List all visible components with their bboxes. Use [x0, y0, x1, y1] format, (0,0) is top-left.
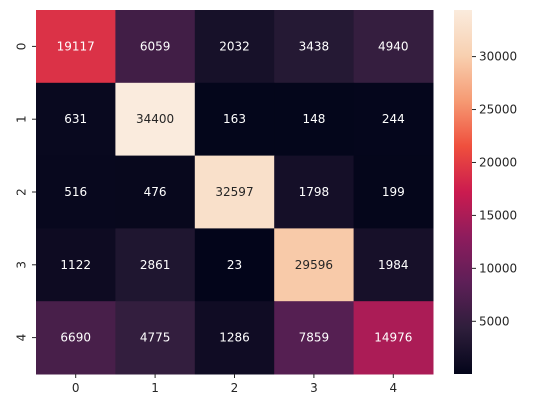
cell-value-label: 6059: [140, 39, 171, 53]
x-tick-label: 3: [310, 381, 318, 395]
cell-value-label: 19117: [57, 39, 95, 53]
x-tick-label: 0: [72, 381, 80, 395]
cell-value-label: 34400: [136, 112, 174, 126]
colorbar-tick-label: 5000: [479, 314, 510, 328]
cell-value-label: 4775: [140, 331, 171, 345]
heatmap-cell: [115, 10, 196, 84]
heatmap-cell: [115, 82, 196, 157]
colorbar-tick-label: 15000: [479, 208, 517, 222]
colorbar-tick-label: 10000: [479, 261, 517, 275]
cell-value-label: 1798: [299, 185, 330, 199]
cell-value-label: 3438: [299, 39, 330, 53]
cell-value-label: 32597: [215, 185, 253, 199]
heatmap-cell: [194, 155, 275, 229]
cell-value-label: 4940: [378, 39, 409, 53]
heatmap-cell: [36, 228, 116, 302]
cell-value-label: 163: [223, 112, 246, 126]
heatmap-cell: [115, 155, 196, 229]
cell-value-label: 1122: [60, 258, 91, 272]
heatmap-cell: [274, 10, 355, 84]
y-tick-label: 4: [15, 334, 29, 342]
cell-value-label: 6690: [60, 331, 91, 345]
cell-value-label: 7859: [299, 331, 330, 345]
x-axis: 0 1 2 3 4: [72, 374, 397, 395]
x-tick-label: 2: [231, 381, 239, 395]
y-tick-label: 0: [15, 43, 29, 51]
cell-value-label: 29596: [295, 258, 333, 272]
cell-value-label: 199: [382, 185, 405, 199]
cell-value-label: 23: [227, 258, 242, 272]
colorbar-axis: 5000 10000 15000 20000 25000 30000: [472, 50, 517, 328]
cell-value-label: 631: [64, 112, 87, 126]
heatmap-cell: [36, 82, 116, 157]
cell-value-label: 148: [302, 112, 325, 126]
colorbar-tick-label: 25000: [479, 103, 517, 117]
heatmap-cell: [353, 301, 434, 375]
colorbar-tick-label: 20000: [479, 155, 517, 169]
cell-value-label: 14976: [374, 331, 412, 345]
y-tick-label: 1: [15, 115, 29, 123]
heatmap-cell: [353, 228, 434, 302]
y-tick-label: 2: [15, 188, 29, 196]
heatmap-cell: [353, 10, 434, 84]
heatmap-cell: [353, 155, 434, 229]
x-tick-label: 1: [151, 381, 159, 395]
y-tick-label: 3: [15, 261, 29, 269]
y-axis: 0 1 2 3 4: [15, 43, 36, 342]
colorbar: [454, 10, 472, 374]
cell-value-label: 476: [144, 185, 167, 199]
heatmap-cells: 19117 6059 2032 3438 4940 631 34400 163 148 244 51…: [36, 10, 434, 375]
heatmap-cell: [115, 228, 196, 302]
colorbar-tick-label: 30000: [479, 50, 517, 64]
heatmap-cell: [36, 155, 116, 229]
x-tick-label: 4: [389, 381, 397, 395]
cell-value-label: 2861: [140, 258, 171, 272]
heatmap-cell: [274, 228, 355, 302]
heatmap-cell: [274, 82, 355, 157]
heatmap-cell: [274, 155, 355, 229]
heatmap-cell: [36, 10, 116, 84]
heatmap-cell: [194, 10, 275, 84]
heatmap-cell: [194, 301, 275, 375]
heatmap-cell: [353, 82, 434, 157]
cell-value-label: 2032: [219, 39, 250, 53]
cell-value-label: 516: [64, 185, 87, 199]
cell-value-label: 1984: [378, 258, 409, 272]
heatmap-cell: [274, 301, 355, 375]
heatmap-cell: [36, 301, 116, 375]
cell-value-label: 244: [382, 112, 405, 126]
heatmap-cell: [194, 82, 275, 157]
cell-value-label: 1286: [219, 331, 250, 345]
heatmap-cell: [115, 301, 196, 375]
heatmap-cell: [194, 228, 275, 302]
